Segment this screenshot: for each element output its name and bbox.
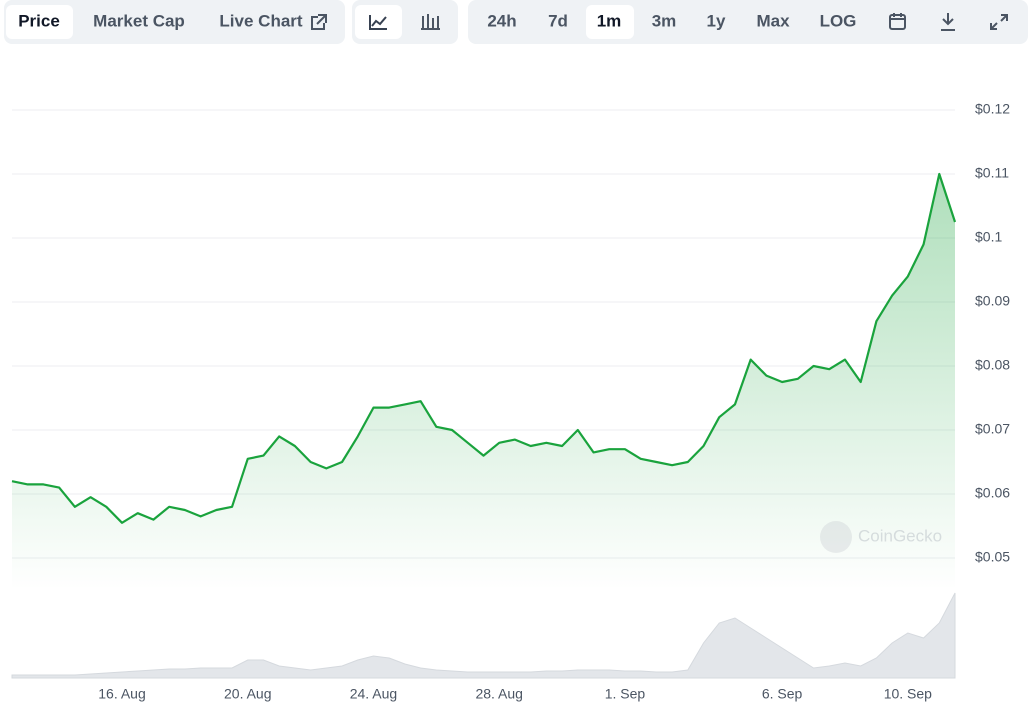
x-tick-label: 24. Aug	[350, 686, 398, 702]
external-icon	[311, 14, 327, 30]
watermark: CoinGecko	[820, 521, 942, 553]
download-icon[interactable]	[941, 13, 955, 31]
x-tick-label: 16. Aug	[98, 686, 146, 702]
active-button	[586, 5, 634, 39]
x-tick-label: 10. Sep	[884, 686, 932, 702]
y-tick-label: $0.05	[975, 549, 1010, 565]
calendar-icon[interactable]	[889, 13, 906, 30]
fullscreen-icon[interactable]	[990, 14, 1008, 30]
range-button[interactable]: 1m	[597, 11, 622, 30]
watermark-logo	[820, 521, 852, 553]
y-tick-label: $0.1	[975, 229, 1002, 245]
market-cap-button[interactable]: Market Cap	[93, 11, 185, 30]
volume-area	[11, 592, 956, 679]
log-button[interactable]: LOG	[820, 11, 857, 30]
range-button[interactable]: 7d	[548, 11, 568, 30]
price-button[interactable]: Price	[18, 11, 60, 30]
range-button[interactable]: Max	[756, 11, 790, 30]
y-tick-label: $0.12	[975, 101, 1010, 117]
x-tick-label: 20. Aug	[224, 686, 272, 702]
y-tick-label: $0.08	[975, 357, 1010, 373]
live-chart-button[interactable]: Live Chart	[219, 11, 302, 30]
range-button[interactable]: 3m	[652, 11, 677, 30]
active-button	[6, 5, 73, 39]
price-area	[12, 174, 955, 590]
range-button[interactable]: 24h	[487, 11, 516, 30]
line-chart-icon[interactable]	[369, 15, 387, 30]
price-line	[11, 172, 957, 524]
x-tick-label: 6. Sep	[762, 686, 803, 702]
candle-chart-icon[interactable]	[421, 14, 440, 30]
watermark-text: CoinGecko	[858, 526, 942, 545]
x-tick-label: 28. Aug	[475, 686, 523, 702]
range-button[interactable]: 1y	[707, 11, 726, 30]
y-tick-label: $0.07	[975, 421, 1010, 437]
x-tick-label: 1. Sep	[605, 686, 646, 702]
toolbar: Price Market Cap Live Chart 24h 7d 1m 3m…	[4, 0, 1028, 44]
view-group	[4, 0, 345, 44]
y-tick-label: $0.06	[975, 485, 1010, 501]
y-tick-label: $0.11	[975, 165, 1009, 181]
y-tick-label: $0.09	[975, 293, 1010, 309]
